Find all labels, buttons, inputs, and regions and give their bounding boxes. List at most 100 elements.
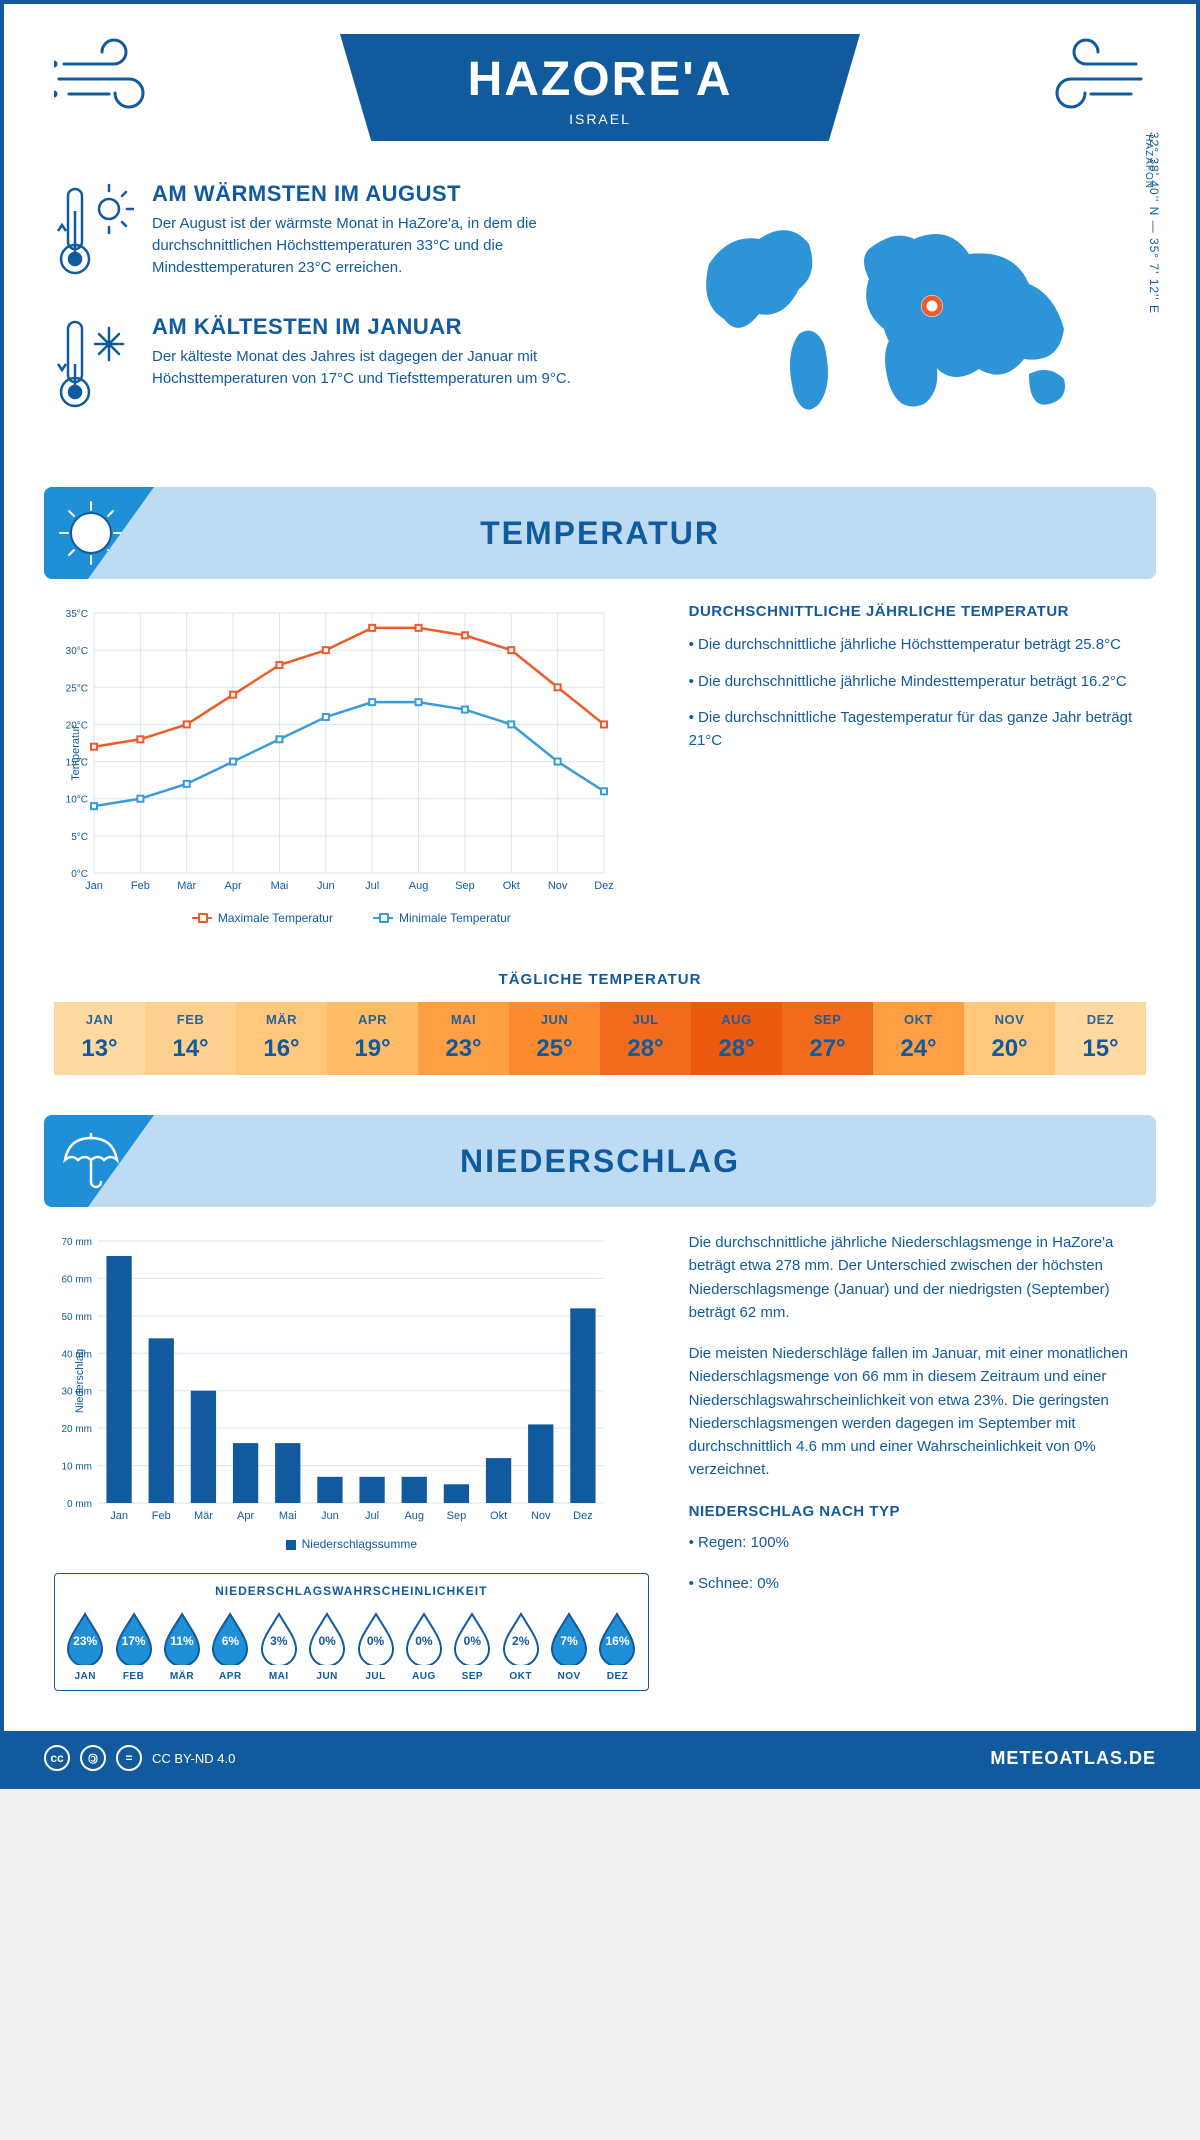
svg-text:25°C: 25°C (66, 683, 88, 694)
probability-box: NIEDERSCHLAGSWAHRSCHEINLICHKEIT 23%JAN17… (54, 1573, 649, 1691)
temperature-summary: DURCHSCHNITTLICHE JÄHRLICHE TEMPERATUR •… (689, 603, 1146, 925)
svg-text:Aug: Aug (409, 880, 429, 892)
wind-icon (1026, 34, 1146, 119)
svg-text:Mär: Mär (194, 1510, 213, 1522)
precip-type-heading: NIEDERSCHLAG NACH TYP (689, 1500, 1146, 1523)
svg-text:Feb: Feb (152, 1510, 171, 1522)
probability-cell: 11%MÄR (160, 1608, 204, 1682)
summary-line: • Die durchschnittliche jährliche Mindes… (689, 671, 1146, 694)
svg-text:Mai: Mai (279, 1510, 297, 1522)
footer: cc 🄯 = CC BY-ND 4.0 METEOATLAS.DE (4, 1731, 1196, 1785)
svg-text:30°C: 30°C (66, 646, 88, 657)
coords-label: 32° 38' 40'' N — 35° 7' 12'' E (1147, 132, 1161, 314)
site-name: METEOATLAS.DE (990, 1748, 1156, 1769)
thermometer-sun-icon (54, 181, 134, 286)
cc-icon: cc (44, 1745, 70, 1771)
probability-title: NIEDERSCHLAGSWAHRSCHEINLICHKEIT (63, 1584, 640, 1598)
license: cc 🄯 = CC BY-ND 4.0 (44, 1745, 235, 1771)
probability-cell: 7%NOV (547, 1608, 591, 1682)
daily-cell: JAN13° (54, 1002, 145, 1075)
temperature-row: Temperatur0°C5°C10°C15°C20°C25°C30°C35°C… (4, 603, 1196, 945)
svg-text:10°C: 10°C (66, 795, 88, 806)
daily-cell: DEZ15° (1055, 1002, 1146, 1075)
section-precip-banner: NIEDERSCHLAG (44, 1115, 1156, 1207)
temperature-chart: Temperatur0°C5°C10°C15°C20°C25°C30°C35°C… (54, 603, 649, 925)
probability-cell: 0%AUG (402, 1608, 446, 1682)
wind-icon (54, 34, 174, 119)
section-title: TEMPERATUR (44, 515, 1156, 552)
summary-line: • Die durchschnittliche Tagestemperatur … (689, 707, 1146, 752)
precip-legend: Niederschlagssumme (54, 1537, 649, 1551)
precip-left: Niederschlag0 mm10 mm20 mm30 mm40 mm50 m… (54, 1231, 649, 1691)
title-banner: HAZORE'A ISRAEL (340, 34, 860, 141)
svg-text:0 mm: 0 mm (67, 1499, 92, 1510)
fact-warmest: AM WÄRMSTEN IM AUGUST Der August ist der… (54, 181, 622, 286)
city-title: HAZORE'A (420, 52, 780, 107)
daily-cell: MÄR16° (236, 1002, 327, 1075)
svg-text:0°C: 0°C (71, 869, 88, 880)
svg-text:Jan: Jan (110, 1510, 128, 1522)
daily-cell: SEP27° (782, 1002, 873, 1075)
fact-warm-title: AM WÄRMSTEN IM AUGUST (152, 181, 622, 207)
license-text: CC BY-ND 4.0 (152, 1751, 235, 1766)
summary-heading: DURCHSCHNITTLICHE JÄHRLICHE TEMPERATUR (689, 603, 1146, 620)
svg-text:Okt: Okt (503, 880, 520, 892)
intro-facts: AM WÄRMSTEN IM AUGUST Der August ist der… (54, 181, 622, 447)
svg-text:Mai: Mai (271, 880, 289, 892)
header: HAZORE'A ISRAEL (4, 4, 1196, 161)
svg-text:35°C: 35°C (66, 609, 88, 620)
world-map: HAZAFON 32° 38' 40'' N — 35° 7' 12'' E (652, 181, 1146, 447)
thermometer-snow-icon (54, 314, 134, 419)
precip-type-line: • Regen: 100% (689, 1531, 1146, 1554)
svg-text:60 mm: 60 mm (61, 1274, 92, 1285)
svg-text:Apr: Apr (225, 880, 242, 892)
probability-cell: 0%SEP (450, 1608, 494, 1682)
daily-cell: APR19° (327, 1002, 418, 1075)
precip-row: Niederschlag0 mm10 mm20 mm30 mm40 mm50 m… (4, 1231, 1196, 1711)
daily-cell: OKT24° (873, 1002, 964, 1075)
daily-temperature-strip: JAN13°FEB14°MÄR16°APR19°MAI23°JUN25°JUL2… (54, 1002, 1146, 1075)
country-label: ISRAEL (420, 111, 780, 127)
legend-min: Minimale Temperatur (399, 911, 511, 925)
daily-cell: FEB14° (145, 1002, 236, 1075)
svg-text:Sep: Sep (455, 880, 475, 892)
fact-cold-title: AM KÄLTESTEN IM JANUAR (152, 314, 622, 340)
svg-text:Feb: Feb (131, 880, 150, 892)
svg-text:20 mm: 20 mm (61, 1424, 92, 1435)
intro-row: AM WÄRMSTEN IM AUGUST Der August ist der… (4, 161, 1196, 477)
svg-text:10 mm: 10 mm (61, 1462, 92, 1473)
by-icon: 🄯 (80, 1745, 106, 1771)
axis-label: Temperatur (70, 725, 82, 781)
probability-cell: 6%APR (208, 1608, 252, 1682)
svg-text:Jul: Jul (365, 1510, 379, 1522)
fact-cold-text: Der kälteste Monat des Jahres ist dagege… (152, 346, 622, 390)
nd-icon: = (116, 1745, 142, 1771)
fact-warm-text: Der August ist der wärmste Monat in HaZo… (152, 213, 622, 278)
svg-text:50 mm: 50 mm (61, 1312, 92, 1323)
precip-chart: Niederschlag0 mm10 mm20 mm30 mm40 mm50 m… (54, 1231, 649, 1531)
precip-paragraph: Die meisten Niederschläge fallen im Janu… (689, 1342, 1146, 1482)
legend-max: Maximale Temperatur (218, 911, 333, 925)
precip-type-line: • Schnee: 0% (689, 1572, 1146, 1595)
svg-text:Jan: Jan (85, 880, 103, 892)
precip-text: Die durchschnittliche jährliche Niedersc… (689, 1231, 1146, 1691)
svg-text:Dez: Dez (594, 880, 614, 892)
svg-text:Mär: Mär (177, 880, 196, 892)
svg-text:Nov: Nov (531, 1510, 551, 1522)
axis-label: Niederschlag (74, 1349, 86, 1413)
probability-cell: 2%OKT (499, 1608, 543, 1682)
probability-cell: 16%DEZ (595, 1608, 639, 1682)
probability-cell: 0%JUL (353, 1608, 397, 1682)
svg-text:Sep: Sep (447, 1510, 467, 1522)
svg-text:Apr: Apr (237, 1510, 254, 1522)
daily-title: TÄGLICHE TEMPERATUR (4, 971, 1196, 988)
section-temperature-banner: TEMPERATUR (44, 487, 1156, 579)
svg-text:Jul: Jul (365, 880, 379, 892)
svg-text:5°C: 5°C (71, 832, 88, 843)
daily-cell: AUG28° (691, 1002, 782, 1075)
svg-text:70 mm: 70 mm (61, 1237, 92, 1248)
precip-paragraph: Die durchschnittliche jährliche Niedersc… (689, 1231, 1146, 1324)
svg-text:Jun: Jun (317, 880, 335, 892)
probability-cell: 0%JUN (305, 1608, 349, 1682)
probability-cell: 23%JAN (63, 1608, 107, 1682)
